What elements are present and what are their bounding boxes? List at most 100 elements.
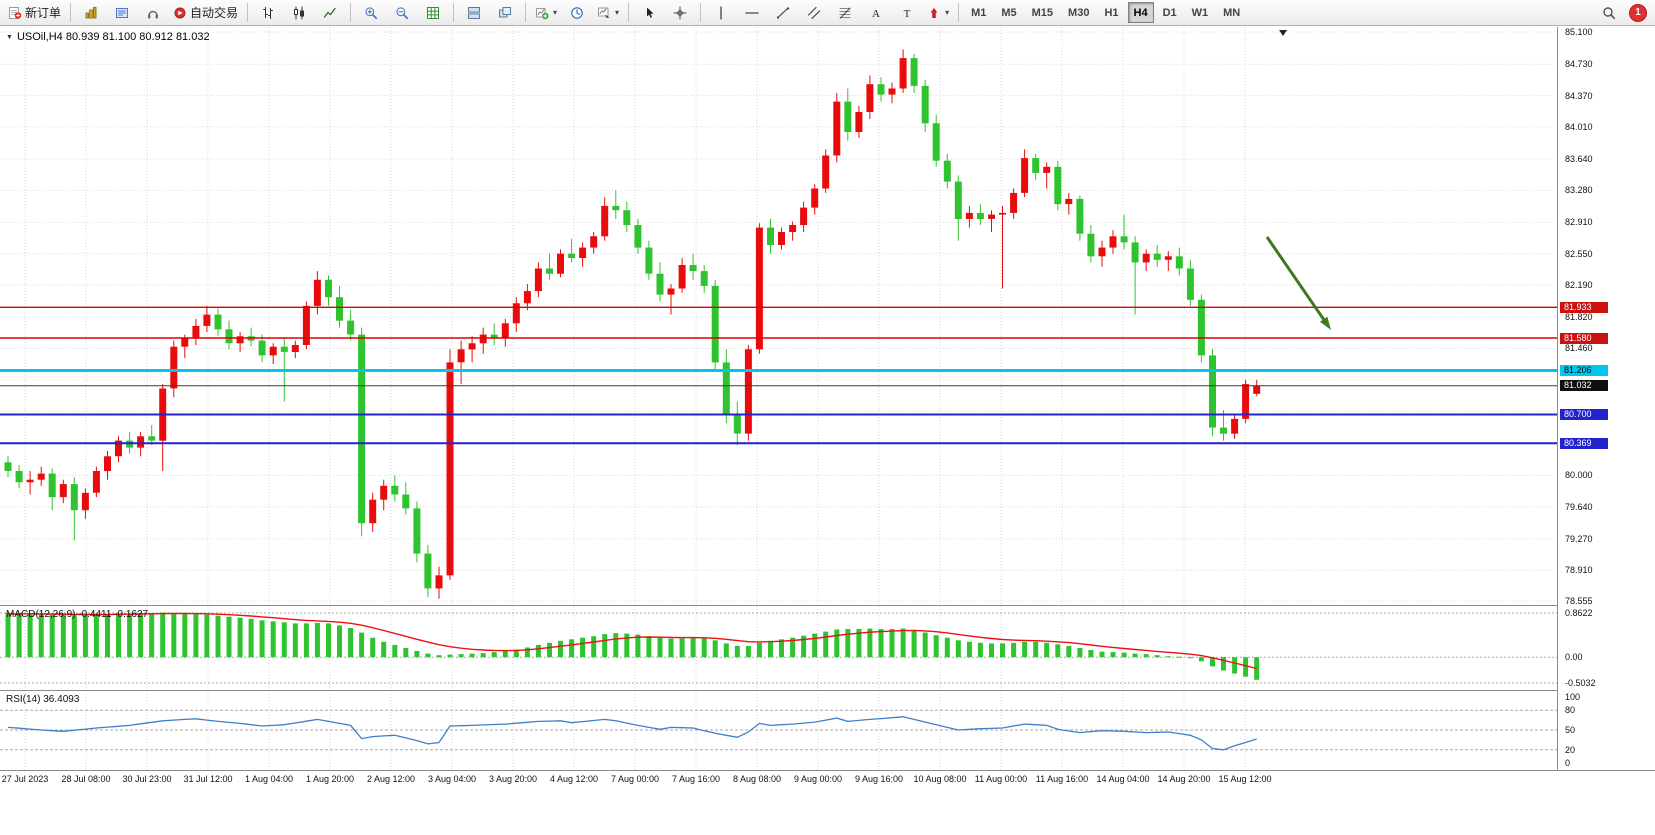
main-chart-canvas[interactable] [0, 27, 1557, 605]
vline-icon [714, 5, 728, 20]
price-axis[interactable]: 85.100 84.730 84.370 84.010 83.640 83.280 82.9… [1557, 27, 1655, 770]
toolbar-separator [700, 3, 702, 22]
time-axis-label: 28 Jul 08:00 [61, 774, 111, 784]
fibo-icon [838, 6, 852, 20]
new-order-icon [8, 6, 22, 20]
timeframe-m1-button[interactable]: M1 [971, 6, 987, 19]
time-axis-label: 1 Aug 04:00 [244, 774, 294, 784]
arrows-button[interactable]: ▾ [923, 1, 953, 25]
toolbar-separator [350, 3, 352, 22]
gold-bars-icon [84, 6, 98, 20]
timeframe-h4-button[interactable]: H4 [1127, 2, 1154, 23]
time-axis-label: 1 Aug 20:00 [305, 774, 355, 784]
new-order-button-label: 新订单 [25, 6, 62, 20]
new-order-button[interactable]: 新订单 [4, 1, 65, 25]
vertical-line-button[interactable] [706, 1, 736, 25]
grid-button[interactable] [418, 1, 448, 25]
toolbar-separator [70, 3, 72, 22]
sounds-button[interactable] [138, 1, 168, 25]
time-axis[interactable]: 27 Jul 2023 28 Jul 08:00 30 Jul 23:00 31 Ju… [0, 771, 1655, 789]
timeframe-m30-button[interactable]: M30 [1068, 6, 1090, 19]
candlestick-chart-button[interactable] [284, 1, 314, 25]
toolbar-separator [525, 3, 527, 22]
chart-arrow-icon [597, 6, 611, 20]
ohlc-bars-icon [261, 6, 275, 20]
timeframe-d1-button[interactable]: D1 [1162, 6, 1177, 19]
trend-arrow[interactable] [1265, 236, 1331, 330]
magnifier-icon [1602, 6, 1616, 20]
time-axis-label: 11 Aug 16:00 [1035, 774, 1089, 784]
toolbar-separator [247, 3, 249, 22]
macd-canvas[interactable] [0, 606, 1557, 690]
time-axis-label: 3 Aug 20:00 [488, 774, 538, 784]
timeframe-m5-button[interactable]: M5 [1001, 6, 1017, 19]
zoom-in-button[interactable] [356, 1, 386, 25]
time-axis-label: 15 Aug 12:00 [1218, 774, 1272, 784]
channel-button[interactable] [799, 1, 829, 25]
time-axis-label: 11 Aug 00:00 [974, 774, 1028, 784]
price-badge-81.206: 81.206 [1560, 365, 1608, 376]
trendline-button[interactable] [768, 1, 798, 25]
time-axis-label: 30 Jul 23:00 [122, 774, 172, 784]
bar-chart-button[interactable] [253, 1, 283, 25]
tile-windows-button[interactable] [459, 1, 489, 25]
zoom-out-icon [395, 6, 409, 20]
price-axis-label: 79.640 [1565, 502, 1593, 512]
rsi-axis-label: 50 [1565, 725, 1576, 735]
arrow-glyph-icon [927, 6, 941, 20]
candles [4, 49, 1261, 599]
time-axis-label: 3 Aug 04:00 [427, 774, 477, 784]
templates-button[interactable]: ▾ [593, 1, 623, 25]
timeframe-mn-button[interactable]: MN [1223, 6, 1241, 19]
data-window-button[interactable] [107, 1, 137, 25]
macd-signal-line [8, 612, 1257, 670]
svg-text:T: T [904, 8, 911, 20]
line-chart-button[interactable] [315, 1, 345, 25]
rsi-axis-label: 0 [1565, 758, 1571, 768]
shift-end-marker[interactable] [1279, 30, 1287, 36]
price-axis-label: 82.550 [1565, 249, 1593, 259]
panel-separator-macd-rsi[interactable] [0, 690, 1655, 691]
new-chart-button[interactable]: ▾ [531, 1, 561, 25]
time-axis-label: 4 Aug 12:00 [549, 774, 599, 784]
clock-icon [570, 6, 584, 20]
macd-axis-label: 0.8622 [1565, 608, 1593, 618]
price-axis-label: 82.190 [1565, 280, 1593, 290]
autotrading-button[interactable]: 自动交易 [169, 1, 242, 25]
toolbar-separator [958, 3, 960, 22]
zoom-out-button[interactable] [387, 1, 417, 25]
label-button[interactable]: T [892, 1, 922, 25]
play-red-icon [173, 6, 187, 20]
macd-indicator-label: MACD(12,26,9) -0.4411 -0.1627 [6, 609, 149, 620]
grid-green-icon [426, 6, 440, 20]
charts-button[interactable] [76, 1, 106, 25]
cascade-windows-button[interactable] [490, 1, 520, 25]
dropdown-caret-icon: ▾ [615, 8, 620, 17]
text-button[interactable]: A [861, 1, 891, 25]
zoom-in-icon [364, 6, 378, 20]
periods-button[interactable] [562, 1, 592, 25]
search-button[interactable] [1594, 1, 1624, 25]
price-axis-label: 78.910 [1565, 565, 1593, 575]
crosshair-button[interactable] [665, 1, 695, 25]
notification-badge[interactable]: 1 [1629, 3, 1647, 22]
price-axis-label: 78.555 [1565, 596, 1593, 606]
horizontal-line-button[interactable] [737, 1, 767, 25]
timeframe-w1-button[interactable]: W1 [1191, 6, 1209, 19]
fibonacci-button[interactable] [830, 1, 860, 25]
chart-title: ▼ USOil,H4 80.939 81.100 80.912 81.032 [6, 31, 210, 43]
channel-icon [807, 6, 821, 20]
panel-separator-main-macd[interactable] [0, 605, 1655, 606]
time-axis-label: 2 Aug 12:00 [366, 774, 416, 784]
price-axis-label: 81.820 [1565, 312, 1593, 322]
rsi-canvas[interactable] [0, 691, 1557, 770]
timeframe-m15-button[interactable]: M15 [1031, 6, 1054, 19]
rsi-axis-label: 20 [1565, 745, 1576, 755]
price-axis-label: 81.460 [1565, 343, 1593, 353]
price-axis-label: 79.270 [1565, 534, 1593, 544]
chart-collapse-icon[interactable]: ▼ [6, 33, 13, 41]
cursor-button[interactable] [634, 1, 664, 25]
timeframe-h1-button[interactable]: H1 [1104, 6, 1119, 19]
crosshair-icon [673, 6, 687, 20]
